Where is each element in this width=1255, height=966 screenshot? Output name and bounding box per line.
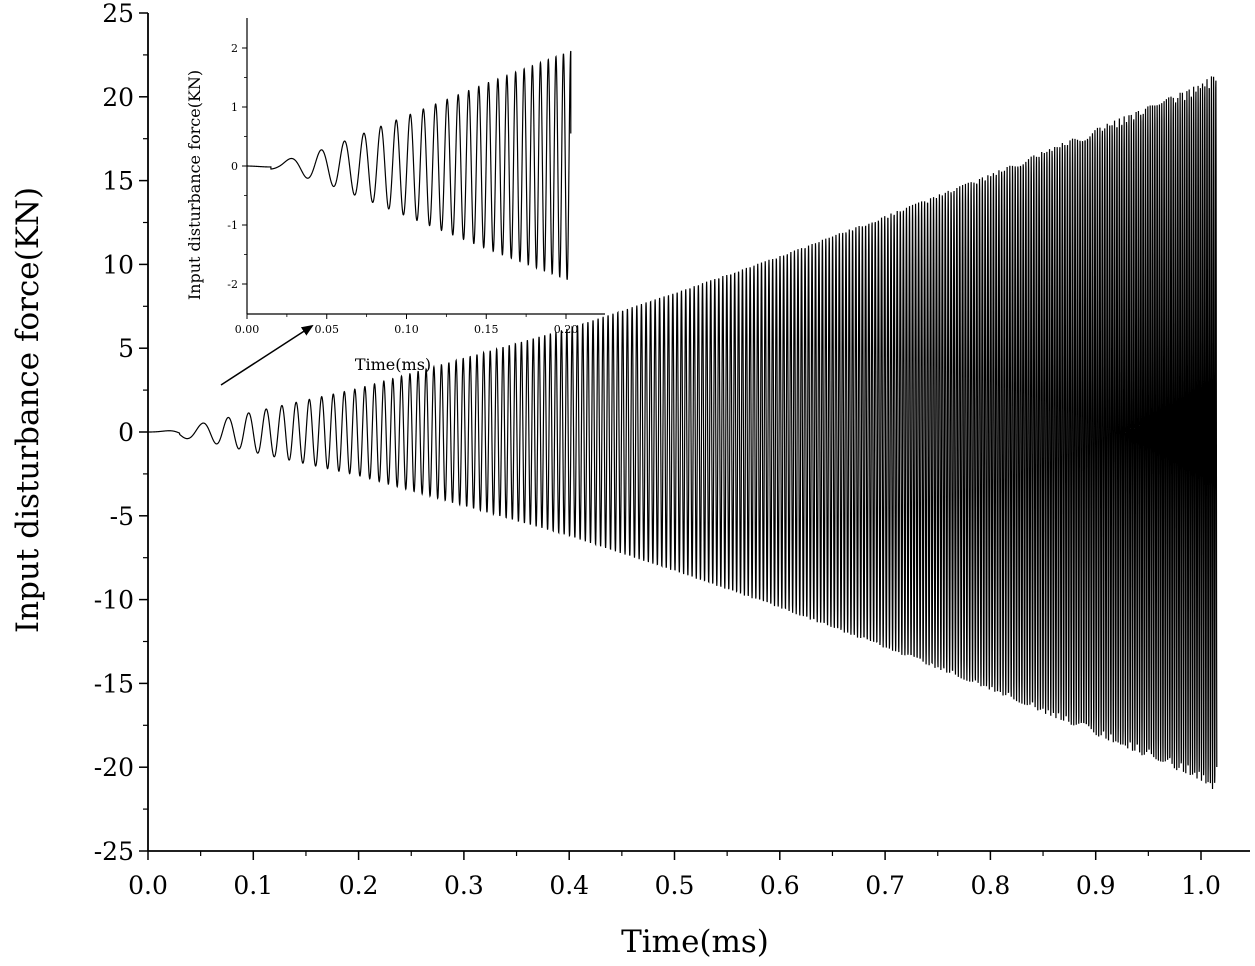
main-y-tick-label: 10 bbox=[102, 250, 134, 279]
inset-y-tick-label: 2 bbox=[231, 42, 238, 55]
main-y-tick-label: 20 bbox=[102, 83, 134, 112]
main-x-tick-label: 0.3 bbox=[444, 871, 484, 900]
main-x-tick-label: 1.0 bbox=[1181, 871, 1221, 900]
main-x-tick-label: 0.2 bbox=[339, 871, 379, 900]
main-y-tick-label: -15 bbox=[94, 669, 134, 698]
main-series bbox=[148, 76, 1218, 789]
inset-x-tick-label: 0.20 bbox=[554, 323, 579, 336]
inset-y-tick-label: 1 bbox=[231, 101, 238, 114]
inset-plot: -2 -1 0 1 2 0.00 0.05 0.10 0.15 0.20 Time(ms) Inp… bbox=[185, 18, 605, 374]
main-y-tick-label: -10 bbox=[94, 586, 134, 615]
main-y-tick-label: -5 bbox=[110, 502, 134, 531]
main-y-tick-label: 15 bbox=[102, 167, 134, 196]
inset-x-tick-label: 0.05 bbox=[315, 323, 340, 336]
main-x-tick-label: 0.6 bbox=[760, 871, 800, 900]
inset-y-tick-label: 0 bbox=[231, 160, 238, 173]
main-x-axis-label: Time(ms) bbox=[621, 924, 769, 960]
inset-series-line bbox=[247, 50, 572, 280]
main-x-tick-label: 0.0 bbox=[128, 871, 168, 900]
zoom-arrow bbox=[220, 324, 314, 386]
main-x-tick-label: 0.5 bbox=[655, 871, 695, 900]
inset-y-tick-label: -2 bbox=[227, 278, 238, 291]
inset-series bbox=[247, 50, 572, 280]
inset-x-tick-label: 0.10 bbox=[394, 323, 419, 336]
main-series-line bbox=[148, 76, 1218, 789]
main-y-tick-label: 25 bbox=[102, 0, 134, 28]
main-x-tick-label: 0.8 bbox=[971, 871, 1011, 900]
main-x-tick-label: 0.1 bbox=[233, 871, 273, 900]
inset-y-axis-label: Input disturbance force(KN) bbox=[185, 70, 204, 300]
inset-x-tick-label: 0.00 bbox=[235, 323, 260, 336]
main-x-tick-label: 0.4 bbox=[549, 871, 589, 900]
main-y-axis-label: Input disturbance force(KN) bbox=[10, 187, 46, 633]
inset-x-axis-label: Time(ms) bbox=[355, 355, 431, 374]
main-y-tick-label: 0 bbox=[118, 418, 134, 447]
inset-y-tick-label: -1 bbox=[227, 219, 238, 232]
main-x-tick-label: 0.9 bbox=[1076, 871, 1116, 900]
main-x-tick-label: 0.7 bbox=[865, 871, 905, 900]
main-y-tick-label: 5 bbox=[118, 334, 134, 363]
inset-x-tick-label: 0.15 bbox=[474, 323, 499, 336]
main-y-tick-label: -20 bbox=[94, 753, 134, 782]
inset-ticks: -2 -1 0 1 2 0.00 0.05 0.10 0.15 0.20 bbox=[227, 42, 578, 336]
main-y-tick-label: -25 bbox=[94, 837, 134, 866]
